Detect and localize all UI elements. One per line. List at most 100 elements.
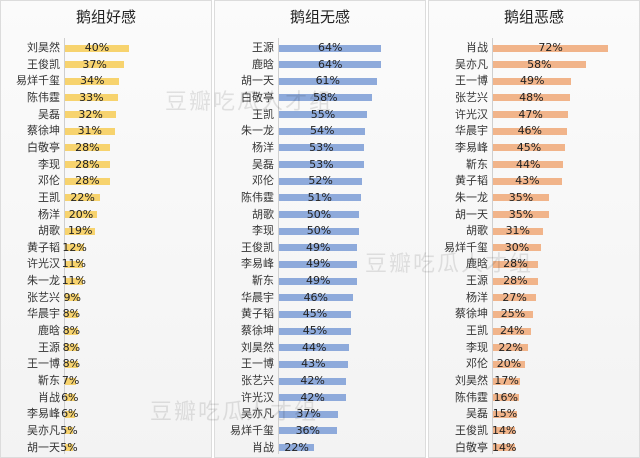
bar — [65, 111, 117, 119]
category-label: 黄子韬 — [455, 174, 488, 188]
bar — [493, 327, 532, 335]
data-label: 8% — [62, 340, 81, 354]
bar — [279, 360, 348, 368]
bar — [493, 194, 549, 202]
category-label: 吴磊 — [252, 157, 274, 171]
category-label: 张艺兴 — [27, 290, 60, 304]
data-label: 20% — [496, 357, 522, 371]
category-label: 王凯 — [252, 107, 274, 121]
bar — [65, 44, 129, 52]
bar — [493, 344, 529, 352]
bar — [65, 260, 83, 268]
category-label: 杨洋 — [38, 207, 60, 221]
data-label: 64% — [317, 41, 343, 54]
bar — [279, 394, 347, 402]
data-label: 54% — [309, 124, 335, 138]
data-label: 5% — [60, 440, 78, 454]
bar — [279, 111, 367, 119]
bar — [493, 394, 519, 402]
data-label: 19% — [67, 224, 93, 238]
category-label: 王源 — [38, 340, 60, 354]
bar — [65, 327, 78, 335]
category-label: 吴亦凡 — [455, 57, 488, 71]
category-label: 白敬亭 — [455, 440, 488, 454]
category-label: 蔡徐坤 — [241, 324, 274, 338]
category-label: 鹿晗 — [466, 257, 488, 271]
category-label: 肖战 — [252, 440, 274, 454]
bar — [65, 344, 78, 352]
category-label: 黄子韬 — [27, 240, 60, 254]
category-axis-line — [64, 38, 65, 454]
data-label: 28% — [75, 140, 100, 154]
category-label: 王俊凯 — [455, 423, 488, 437]
data-label: 55% — [310, 107, 336, 121]
category-label: 王俊凯 — [241, 240, 274, 254]
category-label: 王一博 — [27, 357, 60, 371]
bar — [65, 211, 97, 218]
data-label: 53% — [309, 157, 334, 171]
bar — [65, 194, 101, 202]
bar — [493, 410, 517, 418]
data-label: 37% — [296, 407, 321, 421]
category-label: 李易峰 — [241, 257, 274, 271]
bar — [279, 77, 377, 85]
data-label: 72% — [538, 41, 563, 54]
data-label: 33% — [79, 90, 104, 104]
bar — [279, 277, 358, 285]
bar — [279, 294, 353, 302]
data-label: 7% — [61, 374, 80, 387]
category-label: 胡歌 — [466, 224, 488, 238]
category-label: 胡一天 — [27, 440, 60, 454]
bar — [65, 377, 77, 385]
category-label: 张艺兴 — [455, 90, 488, 104]
data-label: 31% — [505, 224, 531, 238]
bar — [279, 410, 339, 418]
data-label: 22% — [284, 440, 309, 454]
data-label: 53% — [309, 140, 334, 154]
category-label: 王一博 — [241, 357, 274, 371]
data-label: 64% — [317, 57, 343, 71]
data-label: 49% — [305, 274, 331, 288]
bar — [279, 227, 359, 235]
bar — [65, 227, 96, 235]
category-label: 王源 — [252, 41, 274, 54]
data-label: 22% — [498, 340, 523, 354]
panel-unfavorable: 鹅组恶感 肖战 72% 吴亦凡 58% 王一博 49% 张艺兴 48% 许光汉 47% 华晨宇 46%… — [428, 0, 640, 458]
category-label: 胡歌 — [38, 224, 60, 238]
panel-title-unfavorable: 鹅组恶感 — [503, 8, 564, 26]
bar — [279, 194, 361, 202]
category-label: 蔡徐坤 — [455, 307, 488, 321]
bar — [493, 127, 567, 135]
category-label: 华晨宇 — [241, 290, 274, 304]
category-label: 靳东 — [466, 157, 488, 171]
data-label: 8% — [62, 307, 81, 321]
category-label: 刘昊然 — [241, 340, 274, 354]
data-label: 14% — [491, 423, 517, 437]
data-label: 5% — [60, 423, 78, 437]
data-label: 24% — [499, 324, 525, 338]
category-label: 易烊千玺 — [444, 240, 488, 254]
category-label: 王凯 — [466, 324, 488, 338]
category-label: 陈伟霆 — [455, 390, 488, 404]
category-label: 易烊千玺 — [16, 74, 60, 88]
data-label: 43% — [301, 357, 326, 371]
data-label: 8% — [62, 324, 81, 338]
bar — [65, 144, 110, 152]
data-label: 50% — [306, 224, 332, 238]
bar — [493, 161, 564, 169]
bar — [279, 377, 347, 385]
category-label: 刘昊然 — [27, 41, 60, 54]
bar — [279, 310, 351, 318]
bar — [65, 294, 80, 302]
data-label: 47% — [518, 107, 543, 121]
bar — [493, 144, 565, 152]
category-label: 李现 — [252, 224, 274, 238]
bar — [65, 410, 75, 418]
panel-indifferent: 鹅组无感 王源 64% 鹿晗 64% 胡一天 61% 白敬亭 58% 王凯 55% 朱一龙 54% 杨洋… — [214, 0, 426, 458]
data-label: 34% — [79, 74, 105, 88]
category-label: 邓伦 — [38, 174, 60, 188]
bar — [279, 44, 382, 52]
data-label: 35% — [508, 190, 534, 204]
category-axis-line — [278, 38, 279, 454]
